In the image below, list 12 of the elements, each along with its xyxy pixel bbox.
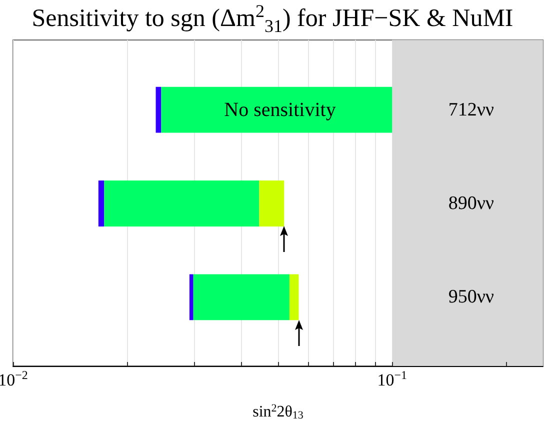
y-tick-label: 890νν <box>448 193 494 214</box>
bar <box>193 274 290 320</box>
bar <box>189 274 194 320</box>
bar <box>161 86 392 133</box>
y-tick-label: 950νν <box>448 286 494 308</box>
y-tick-label: 712νν <box>448 99 494 120</box>
bar <box>289 274 299 320</box>
bar <box>98 180 104 226</box>
bar <box>156 86 162 133</box>
bar <box>259 180 284 226</box>
bar <box>104 180 260 226</box>
annotation: No sensitivity <box>224 99 336 121</box>
